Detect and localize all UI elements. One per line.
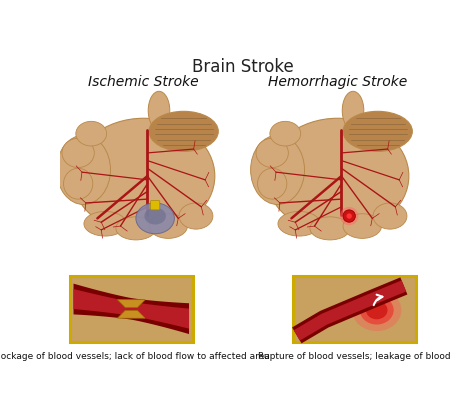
Ellipse shape [340, 207, 358, 225]
Ellipse shape [73, 118, 215, 234]
Ellipse shape [360, 296, 394, 324]
Text: Hemorrhagic Stroke: Hemorrhagic Stroke [268, 75, 407, 89]
Ellipse shape [257, 169, 287, 199]
Ellipse shape [342, 91, 364, 130]
Bar [70, 276, 193, 341]
Ellipse shape [343, 210, 356, 222]
Ellipse shape [84, 211, 126, 236]
Polygon shape [118, 300, 145, 307]
Ellipse shape [310, 217, 350, 240]
Ellipse shape [116, 217, 156, 240]
Ellipse shape [343, 214, 382, 238]
Ellipse shape [145, 208, 166, 224]
Ellipse shape [179, 203, 213, 229]
Ellipse shape [352, 289, 401, 331]
Polygon shape [73, 289, 189, 329]
FancyBboxPatch shape [151, 201, 160, 210]
Text: Rupture of blood vessels; leakage of blood: Rupture of blood vessels; leakage of blo… [258, 352, 451, 361]
Ellipse shape [149, 214, 188, 238]
Text: Brain Stroke: Brain Stroke [192, 58, 294, 76]
Ellipse shape [251, 135, 304, 204]
Ellipse shape [278, 211, 320, 236]
Ellipse shape [256, 138, 288, 168]
Ellipse shape [62, 138, 94, 168]
Ellipse shape [56, 135, 110, 204]
Ellipse shape [373, 203, 407, 229]
Polygon shape [294, 280, 406, 341]
Ellipse shape [346, 213, 352, 219]
Ellipse shape [343, 111, 412, 151]
Polygon shape [73, 284, 189, 334]
Ellipse shape [270, 121, 301, 146]
Text: Blockage of blood vessels; lack of blood flow to affected area: Blockage of blood vessels; lack of blood… [0, 352, 270, 361]
Text: Ischemic Stroke: Ischemic Stroke [88, 75, 199, 89]
Bar [293, 276, 416, 341]
Ellipse shape [148, 91, 170, 130]
Ellipse shape [366, 301, 388, 319]
Ellipse shape [136, 203, 174, 234]
Polygon shape [118, 310, 145, 318]
Ellipse shape [76, 121, 107, 146]
Ellipse shape [149, 111, 219, 151]
Ellipse shape [64, 169, 93, 199]
Ellipse shape [266, 118, 409, 234]
Polygon shape [292, 277, 407, 344]
